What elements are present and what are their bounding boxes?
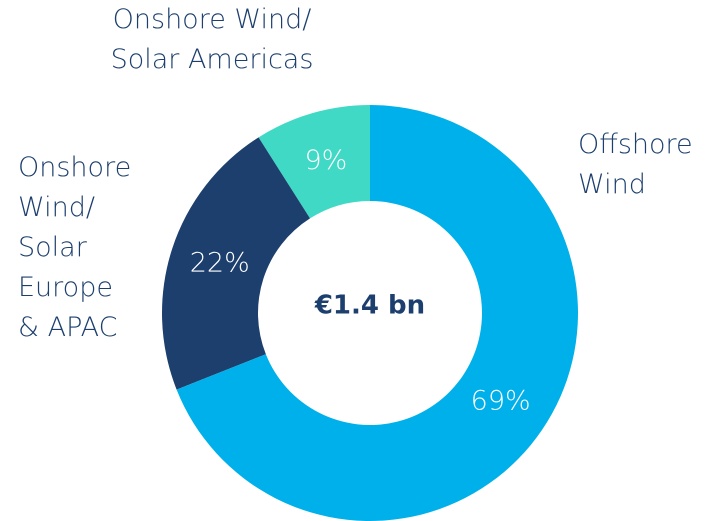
category-label: Offshore Wind bbox=[578, 129, 693, 200]
donut-segment bbox=[176, 105, 578, 521]
donut-segment bbox=[258, 105, 370, 219]
value-label: 9% bbox=[304, 145, 347, 176]
value-label: 22% bbox=[190, 248, 250, 279]
category-label: Onshore Wind/Solar Europe & APAC bbox=[18, 152, 131, 343]
category-label: Onshore Wind/Solar Americas bbox=[111, 4, 314, 75]
center-label: €1.4 bn bbox=[314, 291, 425, 321]
value-label: 69% bbox=[471, 385, 531, 416]
donut-segment bbox=[162, 137, 310, 390]
